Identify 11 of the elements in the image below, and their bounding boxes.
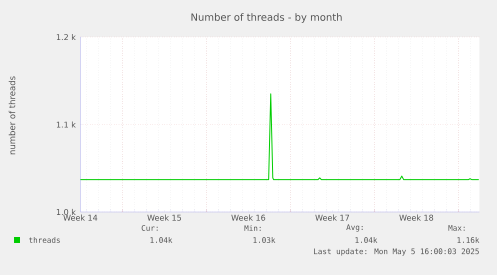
line-series bbox=[80, 93, 480, 180]
x-tick-label: Week 16 bbox=[231, 214, 266, 221]
x-tick-label: Week 15 bbox=[147, 214, 182, 221]
x-tick-label: Week 14 bbox=[63, 214, 98, 221]
chart-title: Number of threads - by month bbox=[191, 13, 342, 23]
x-tick-label: Week 18 bbox=[399, 214, 434, 221]
y-axis-title: number of threads bbox=[8, 76, 16, 154]
y-tick-label: 1.2 k bbox=[56, 34, 76, 40]
y-tick-label: 1.0 k bbox=[56, 208, 76, 216]
y-tick-label: 1.1 k bbox=[56, 121, 76, 128]
x-tick-label: Week 17 bbox=[315, 214, 350, 221]
